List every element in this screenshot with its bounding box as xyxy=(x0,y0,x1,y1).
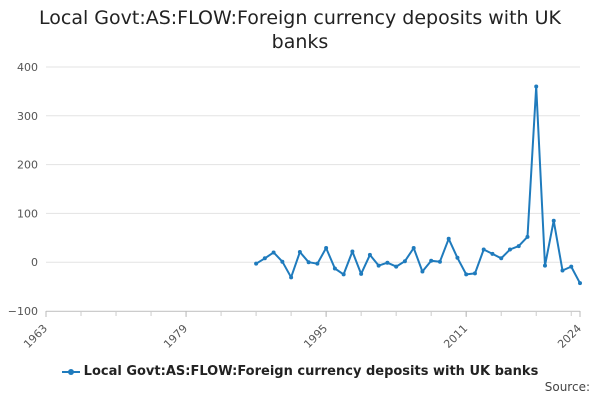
data-point[interactable] xyxy=(420,269,425,274)
data-point[interactable] xyxy=(341,272,346,277)
data-point[interactable] xyxy=(499,256,504,261)
data-point[interactable] xyxy=(271,250,276,255)
data-point[interactable] xyxy=(254,261,259,266)
data-point[interactable] xyxy=(429,258,434,263)
data-point[interactable] xyxy=(394,264,399,269)
data-point[interactable] xyxy=(411,246,416,251)
data-point[interactable] xyxy=(297,249,302,254)
data-point[interactable] xyxy=(569,264,574,269)
chart-title-line-1: Local Govt:AS:FLOW:Foreign currency depo… xyxy=(39,7,561,29)
x-tick-label: 2024 xyxy=(555,322,584,351)
data-point[interactable] xyxy=(262,256,267,261)
data-point[interactable] xyxy=(332,266,337,271)
series-group xyxy=(254,84,582,286)
data-point[interactable] xyxy=(376,263,381,268)
y-tick-label: −100 xyxy=(8,305,38,318)
data-point[interactable] xyxy=(472,271,477,276)
data-point[interactable] xyxy=(525,234,530,239)
y-axis-ticks: 400 300 200 100 0 −100 xyxy=(8,61,38,318)
grid-lines xyxy=(46,66,580,312)
data-point[interactable] xyxy=(481,247,486,252)
data-point[interactable] xyxy=(289,275,294,280)
data-point[interactable] xyxy=(324,246,329,251)
data-point[interactable] xyxy=(464,272,469,277)
chart-legend[interactable]: Local Govt:AS:FLOW:Foreign currency depo… xyxy=(0,364,600,379)
x-tick-label: 1995 xyxy=(301,322,330,351)
data-point[interactable] xyxy=(359,271,364,276)
data-point[interactable] xyxy=(534,84,539,89)
data-point[interactable] xyxy=(560,268,565,273)
data-point[interactable] xyxy=(490,251,495,256)
x-tick-label: 1963 xyxy=(21,322,50,351)
legend-label: Local Govt:AS:FLOW:Foreign currency depo… xyxy=(83,364,539,379)
source-credit: Source: xyxy=(544,380,590,394)
x-tick-label: 2011 xyxy=(441,322,470,351)
data-point[interactable] xyxy=(542,263,547,268)
data-point[interactable] xyxy=(516,244,521,249)
data-point[interactable] xyxy=(367,252,372,257)
data-point[interactable] xyxy=(350,249,355,254)
data-point[interactable] xyxy=(455,255,460,260)
chart-title-line-2: banks xyxy=(271,31,329,53)
y-tick-label: 400 xyxy=(17,61,38,74)
y-tick-label: 200 xyxy=(17,159,38,172)
data-point[interactable] xyxy=(507,247,512,252)
y-tick-label: 100 xyxy=(17,207,38,220)
x-axis: 1963 1979 1995 2011 2024 xyxy=(21,311,584,351)
data-point[interactable] xyxy=(315,261,320,266)
data-point[interactable] xyxy=(385,260,390,265)
y-tick-label: 0 xyxy=(31,256,38,269)
data-point[interactable] xyxy=(551,218,556,223)
data-point[interactable] xyxy=(446,236,451,241)
x-tick-label: 1979 xyxy=(161,322,190,351)
chart-title: Local Govt:AS:FLOW:Foreign currency depo… xyxy=(0,6,600,54)
data-point[interactable] xyxy=(280,259,285,264)
legend-swatch-icon xyxy=(61,367,80,377)
data-point[interactable] xyxy=(578,281,582,286)
data-point[interactable] xyxy=(437,259,442,264)
data-point[interactable] xyxy=(402,259,407,264)
data-point[interactable] xyxy=(306,260,311,265)
y-tick-label: 300 xyxy=(17,110,38,123)
